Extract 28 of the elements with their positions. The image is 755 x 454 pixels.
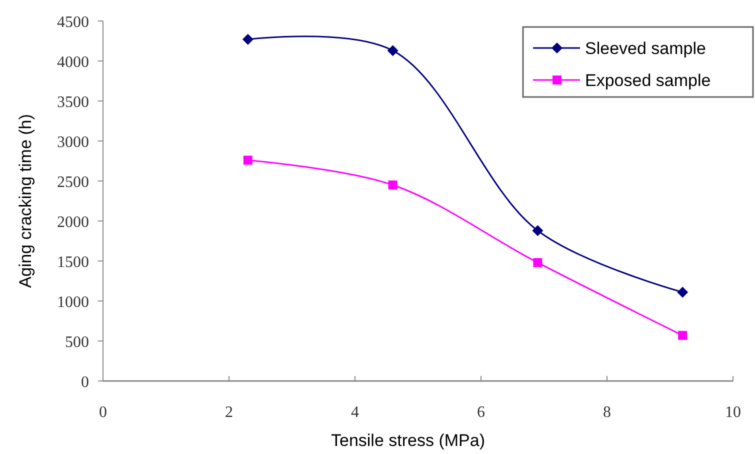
point [532,225,544,236]
y-tick-label: 0 [81,374,89,391]
y-tick-label: 3500 [57,94,89,111]
x-tick-label: 0 [99,404,107,421]
point [242,34,254,45]
y-tick-label: 500 [65,334,89,351]
point [533,258,542,268]
y-tick-label: 4000 [57,54,89,71]
x-tick-label: 6 [477,404,485,421]
x-tick-label: 4 [351,404,359,421]
y-tick-label: 1500 [57,254,89,271]
point [677,286,688,298]
y-tick-label: 1000 [57,294,89,311]
point [388,180,398,190]
x-tick-label: 8 [603,404,611,421]
y-tick-label: 2000 [57,214,89,231]
x-axis-title: Tensile stress (MPa) [331,431,485,450]
point [243,156,252,165]
point [387,45,398,56]
legend-label: Sleeved sample [585,39,706,58]
y-axis-title: Aging cracking time (h) [16,114,35,288]
point [678,330,688,340]
y-tick-label: 3000 [57,134,89,151]
y-tick-label: 4500 [57,14,89,31]
legend-label: Exposed sample [585,71,711,90]
x-tick-label: 10 [725,404,741,421]
y-tick-label: 2500 [57,174,89,191]
x-tick-label: 2 [225,404,233,421]
